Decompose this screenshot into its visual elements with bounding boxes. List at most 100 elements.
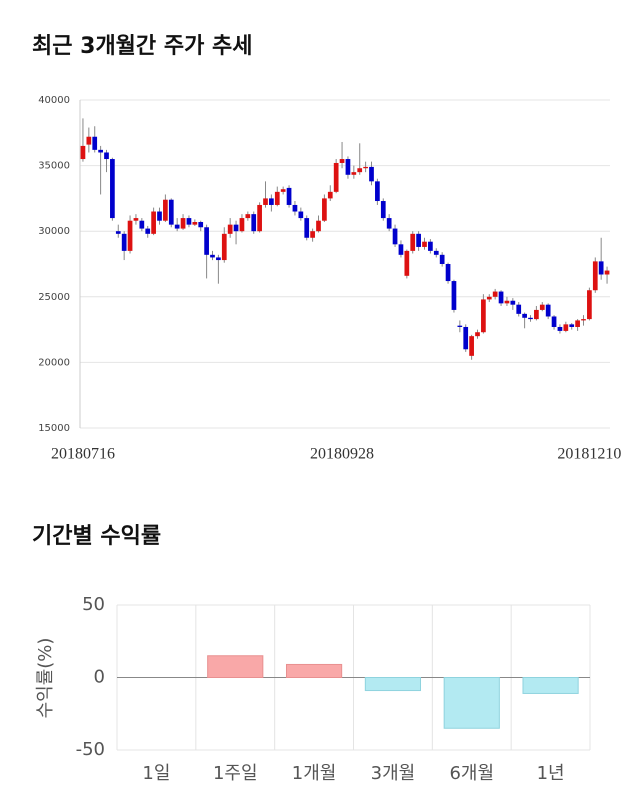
candle-body	[575, 320, 580, 327]
y-tick-label: 15000	[38, 423, 70, 434]
candle-body	[486, 296, 492, 300]
candle-body	[133, 218, 139, 221]
candle-body	[263, 198, 268, 205]
candle-body	[327, 191, 333, 199]
candle-body	[557, 326, 563, 331]
candle-body	[274, 191, 280, 205]
candle-body	[80, 145, 86, 160]
y-tick-label: 40000	[38, 95, 70, 106]
candle-body	[445, 264, 451, 282]
candle-body	[186, 218, 192, 225]
candle-body	[316, 220, 321, 232]
x-tick-label: 20181210	[557, 446, 621, 463]
candle-body	[569, 324, 575, 327]
y-tick-label: 50	[82, 594, 105, 615]
candle-body	[298, 211, 304, 219]
candle-body	[510, 300, 516, 305]
candle-body	[168, 199, 174, 225]
candle-body	[192, 222, 198, 225]
candle-body	[563, 324, 569, 331]
candle-body	[151, 211, 156, 234]
candle-body	[210, 254, 215, 258]
candle-body	[180, 218, 186, 229]
candle-body	[604, 270, 610, 275]
candle-body	[163, 199, 168, 221]
candle-body	[92, 136, 98, 150]
candle-body	[433, 250, 439, 255]
candle-body	[416, 233, 421, 247]
candle-body	[121, 233, 127, 251]
x-tick-label: 20180928	[310, 446, 374, 463]
candle-body	[439, 254, 445, 264]
y-tick-label: 35000	[38, 161, 70, 172]
y-tick-label: 30000	[38, 226, 70, 237]
candle-body	[363, 166, 368, 169]
candle-body	[145, 228, 151, 234]
candle-body	[257, 204, 262, 232]
candle-body	[345, 159, 351, 175]
bar	[285, 663, 343, 679]
candle-body	[227, 224, 233, 234]
candle-body	[245, 214, 251, 219]
candle-body	[157, 211, 162, 221]
candle-body	[239, 218, 245, 232]
candle-body	[115, 231, 121, 234]
candle-body	[498, 291, 504, 304]
bar	[207, 655, 264, 678]
candle-body	[451, 281, 457, 310]
candle-body	[351, 172, 357, 175]
candle-body	[269, 198, 274, 205]
candle-body	[428, 241, 433, 251]
candle-body	[475, 332, 480, 337]
candle-body	[463, 326, 469, 350]
y-tick-label: -50	[76, 739, 105, 760]
candle-body	[280, 189, 286, 192]
candle-body	[539, 304, 545, 310]
x-tick-label: 20180716	[51, 446, 115, 463]
candle-body	[587, 290, 592, 320]
candle-body	[333, 162, 339, 192]
y-tick-label: 25000	[38, 292, 70, 303]
section-title: 최근 3개월간 주가 추세	[32, 34, 252, 59]
y-tick-label: 0	[94, 667, 105, 688]
x-tick-label: 1개월	[292, 763, 337, 784]
x-tick-label: 6개월	[449, 763, 494, 784]
candle-body	[139, 220, 145, 229]
candle-body	[598, 261, 604, 275]
x-tick-label: 1주일	[213, 763, 258, 784]
candle-body	[304, 218, 310, 238]
bar	[522, 677, 579, 694]
candle-body	[198, 222, 204, 228]
candle-body	[469, 336, 474, 356]
candle-body	[375, 181, 380, 202]
candle-body	[528, 317, 533, 320]
candle-body	[392, 228, 398, 245]
x-tick-label: 3개월	[371, 763, 416, 784]
y-axis-label: 수익률(%)	[35, 638, 56, 719]
candle-body	[322, 198, 327, 221]
candle-body	[369, 166, 374, 182]
candle-body	[410, 233, 416, 251]
candle-body	[404, 250, 410, 276]
y-tick-label: 20000	[38, 357, 70, 368]
candle-body	[86, 136, 92, 145]
candle-body	[504, 300, 510, 304]
candle-body	[522, 313, 527, 318]
candle-body	[310, 231, 315, 238]
candle-body	[380, 201, 386, 219]
candle-body	[286, 187, 292, 205]
bar	[443, 677, 500, 729]
candle-body	[492, 291, 498, 297]
candle-body	[398, 244, 404, 255]
bar	[364, 677, 422, 692]
candle-body	[339, 159, 345, 163]
candle-body	[221, 233, 227, 261]
x-tick-label: 1일	[142, 763, 170, 784]
candle-body	[251, 214, 257, 232]
candle-body	[592, 261, 598, 291]
candle-body	[581, 319, 586, 321]
candle-body	[104, 152, 109, 160]
candle-body	[481, 299, 486, 333]
